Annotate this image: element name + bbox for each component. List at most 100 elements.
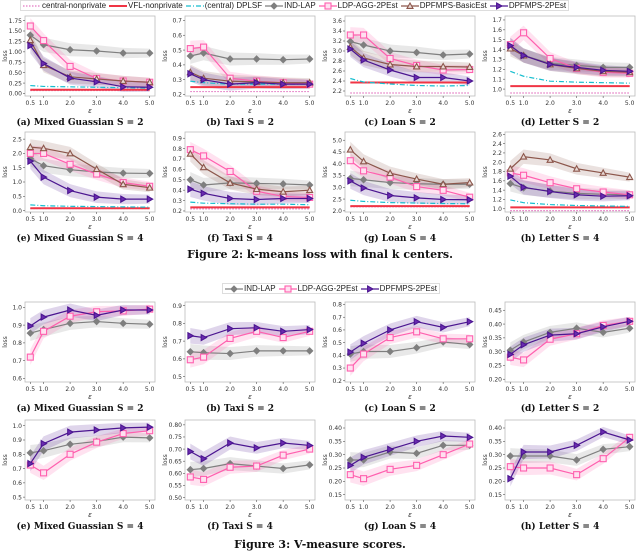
data-point — [546, 179, 554, 187]
series-ldp-agg-2pest — [506, 433, 634, 479]
x-axis-label: ε — [568, 511, 572, 519]
data-point — [66, 165, 74, 174]
x-tick-label: 0.5 — [506, 504, 516, 511]
legend-label: LDP-AGG-2PEst — [337, 1, 398, 10]
x-axis-label: ε — [248, 107, 252, 115]
x-tick-label: 0.5 — [346, 504, 356, 511]
data-point — [546, 464, 554, 472]
y-tick-label: 0.0 — [12, 208, 22, 215]
data-point — [26, 36, 35, 44]
y-tick-label: 2.4 — [492, 141, 502, 148]
x-tick-label: 3.0 — [412, 216, 422, 223]
subplot-caption: (a) Mixed Guassian S = 2 — [16, 404, 144, 414]
data-point — [200, 333, 208, 342]
data-point — [92, 165, 101, 173]
data-point — [599, 445, 607, 454]
data-point — [413, 183, 421, 191]
confidence-band-dpfmps-basicest — [510, 149, 630, 182]
data-point — [360, 56, 368, 64]
data-point — [187, 447, 195, 456]
legend-marker-icon — [405, 1, 414, 9]
y-tick-label: 0.15 — [489, 492, 503, 499]
x-tick-label: 3.0 — [412, 100, 422, 107]
data-point — [145, 78, 154, 86]
legend-item-ldp-agg-2pest: LDP-AGG-2PEst — [278, 284, 358, 293]
confidence-band-ind-lap — [30, 27, 150, 59]
subplot-fig3-a: 0.6 0.7 0.8 0.9 1.0 0.5 1.0 2.0 3.0 4.0 5.0 ε loss — [0, 298, 160, 406]
data-point — [280, 194, 288, 203]
series-central-dplsf — [350, 199, 470, 205]
data-point — [253, 443, 261, 452]
data-point — [520, 51, 528, 60]
data-point — [200, 353, 208, 361]
data-point — [346, 157, 354, 165]
y-tick-label: 0.6 — [12, 480, 22, 487]
legend-label: DPFMPS-2PEst — [508, 1, 567, 10]
data-point — [93, 426, 101, 434]
x-tick-label: 2.0 — [225, 386, 235, 393]
x-tick-label: 2.0 — [65, 504, 75, 511]
confidence-band-ldp-agg-2pest — [30, 304, 150, 365]
data-point — [546, 155, 555, 163]
y-tick-label: 0.3 — [332, 365, 342, 372]
data-point — [279, 451, 287, 459]
data-point — [200, 43, 208, 51]
data-point — [347, 45, 355, 53]
legend-line-central-dplsf — [185, 4, 204, 7]
series-dpfmps-2pest — [187, 69, 314, 89]
legend-item-dpfmps-basicest: DPFMPS-BasicEst — [400, 1, 487, 10]
confidence-band-dpfmps-2pest — [30, 153, 150, 205]
confidence-band-dpfmps-2pest — [350, 173, 470, 205]
data-point — [439, 335, 447, 343]
y-tick-label: 2.0 — [492, 159, 502, 166]
x-tick-label: 4.0 — [278, 386, 288, 393]
legend-label: IND-LAP — [284, 1, 316, 10]
y-tick-label: 1.5 — [12, 165, 22, 172]
x-tick-label: 4.0 — [438, 504, 448, 511]
y-tick-label: 0.15 — [329, 492, 343, 499]
data-point — [465, 178, 474, 186]
data-point — [573, 190, 581, 199]
x-tick-label: 0.5 — [346, 100, 356, 107]
data-point — [412, 48, 421, 57]
confidence-band-ind-lap — [190, 457, 310, 478]
x-tick-label: 3.0 — [252, 504, 262, 511]
series-dpfmps-2pest — [27, 41, 154, 92]
y-tick-label: 0.35 — [489, 439, 503, 446]
data-point — [146, 83, 154, 92]
y-axis-label: loss — [162, 50, 169, 62]
data-point — [413, 328, 421, 336]
legend-item-central-nonprivate: central-nonprivate — [23, 1, 106, 10]
data-point — [187, 185, 195, 194]
confidence-band-ind-lap — [350, 440, 470, 468]
y-tick-label: 0.60 — [169, 471, 183, 478]
data-point — [66, 312, 74, 320]
x-tick-label: 2.0 — [545, 100, 555, 107]
x-tick-label: 0.5 — [26, 216, 36, 223]
confidence-band-dpfmps-basicest — [350, 39, 470, 73]
x-tick-label: 5.0 — [465, 386, 475, 393]
data-point — [547, 331, 555, 340]
series-dpfmps-2pest — [27, 157, 154, 204]
y-tick-label: 0.7 — [172, 18, 182, 25]
data-point — [252, 347, 261, 355]
chart-svg: 0.20.30.40.50.60.70.5 1.0 2.0 3.0 4.0 5.0εlos… — [162, 15, 316, 115]
x-axis-label: ε — [88, 107, 92, 115]
data-point — [573, 185, 581, 193]
subplot-caption: (e) Mixed Guassian S = 4 — [16, 234, 144, 244]
y-tick-label: 0.5 — [172, 374, 182, 381]
data-point — [280, 439, 288, 447]
data-point — [439, 186, 447, 194]
data-point — [626, 191, 634, 200]
data-point — [507, 41, 515, 50]
series-central-dplsf — [510, 70, 630, 84]
series-dpfmps-2pest — [507, 317, 634, 359]
data-point — [226, 349, 234, 358]
x-tick-label: 2.0 — [65, 386, 75, 393]
data-point — [279, 187, 288, 195]
subplot-caption: (h) Letter S = 4 — [520, 234, 600, 244]
data-point — [412, 449, 421, 458]
data-point — [305, 461, 314, 469]
data-point — [359, 41, 368, 49]
